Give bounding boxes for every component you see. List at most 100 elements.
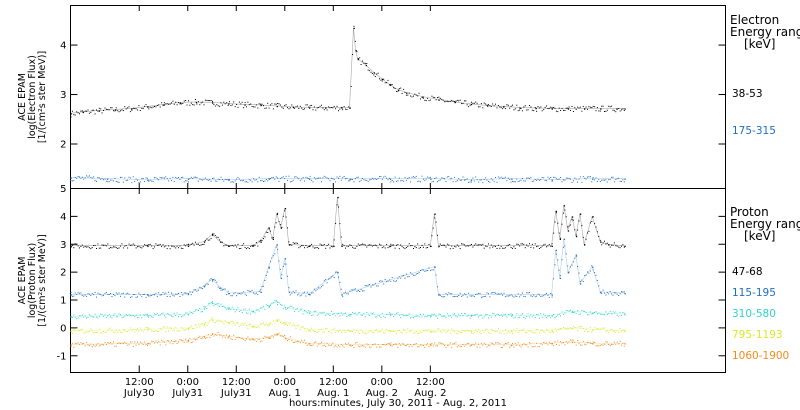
data-point [520,346,522,348]
data-point [274,300,276,302]
data-point [455,100,457,102]
data-point [496,181,498,183]
data-point [309,105,311,107]
data-point [135,296,137,298]
data-point [180,292,182,293]
data-point [217,319,219,321]
data-point [417,273,419,274]
data-point [506,180,508,182]
data-point [364,244,366,246]
data-point [210,318,212,320]
data-point [120,343,121,345]
data-point [587,108,588,110]
data-point [585,328,587,330]
data-point [195,324,196,326]
data-point [520,314,522,316]
data-point [304,339,305,341]
data-point [413,274,414,276]
data-point [221,336,223,338]
data-point [431,342,433,344]
data-point [483,102,485,104]
data-point [195,176,196,178]
data-point [567,342,569,344]
data-point [312,344,314,346]
data-point [357,58,359,61]
data-point [582,105,584,107]
data-point [437,286,438,288]
data-point [172,294,174,296]
data-point [594,272,596,274]
data-point [296,294,298,296]
data-point [495,103,496,105]
data-point [589,176,591,178]
data-point [264,324,266,326]
data-point [432,314,434,316]
data-point [526,177,528,179]
data-point [581,279,583,281]
data-point [285,338,287,340]
data-point [458,295,460,296]
data-point [568,178,570,179]
data-point [175,326,177,328]
data-point [70,180,72,182]
data-point [110,342,112,344]
data-point [398,276,400,278]
data-point [144,105,146,107]
data-point [531,181,533,182]
data-point [81,343,83,345]
data-point [577,229,579,231]
data-point [83,332,85,334]
data-point [144,314,146,316]
data-point [281,304,283,306]
data-point [148,327,150,329]
data-point [410,330,412,332]
data-point [546,105,547,107]
data-point [520,243,522,245]
data-point [214,105,216,107]
data-point [189,311,191,313]
data-point [512,180,513,182]
data-point [360,314,362,316]
data-point [163,293,165,295]
data-point [594,106,596,108]
data-point [463,345,465,347]
data-point [319,329,321,331]
data-point [482,344,484,346]
data-point [383,332,385,334]
data-point [236,246,238,248]
data-point [264,180,266,182]
data-point [147,106,149,108]
data-point [411,176,413,178]
data-point [434,266,436,268]
data-point [326,282,328,284]
data-point [475,314,477,316]
data-point [592,106,594,107]
data-point [472,102,474,104]
data-point [333,313,335,315]
data-point [469,181,471,183]
data-point [550,177,552,178]
data-point [349,290,351,292]
data-point [567,230,570,232]
data-point [456,333,458,335]
data-point [158,179,160,181]
data-point [278,332,280,334]
x-tick-date: Aug. 2 [366,388,398,399]
data-point [538,294,540,296]
data-point [96,180,97,182]
data-point [129,341,131,343]
data-point [98,345,100,347]
data-point [149,328,151,330]
data-point [326,313,328,315]
data-point [445,347,447,349]
data-point [434,217,436,219]
data-point [139,341,141,343]
data-point [183,341,185,343]
data-point [434,342,436,344]
data-point [304,328,305,330]
data-point [606,181,608,183]
data-point [500,332,502,334]
data-point [557,222,559,224]
data-point [492,292,494,294]
data-point [350,289,352,291]
